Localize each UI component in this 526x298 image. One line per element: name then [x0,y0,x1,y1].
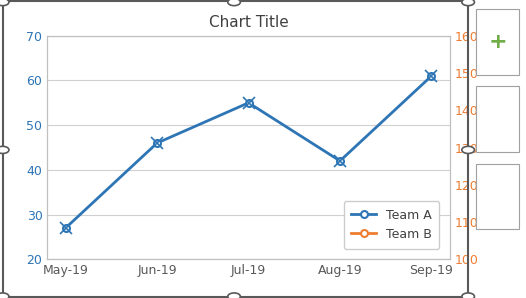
Title: Chart Title: Chart Title [209,15,288,30]
Polygon shape [492,127,503,141]
Text: +: + [488,32,507,52]
Polygon shape [488,98,507,127]
Legend: Team A, Team B: Team A, Team B [343,201,439,249]
